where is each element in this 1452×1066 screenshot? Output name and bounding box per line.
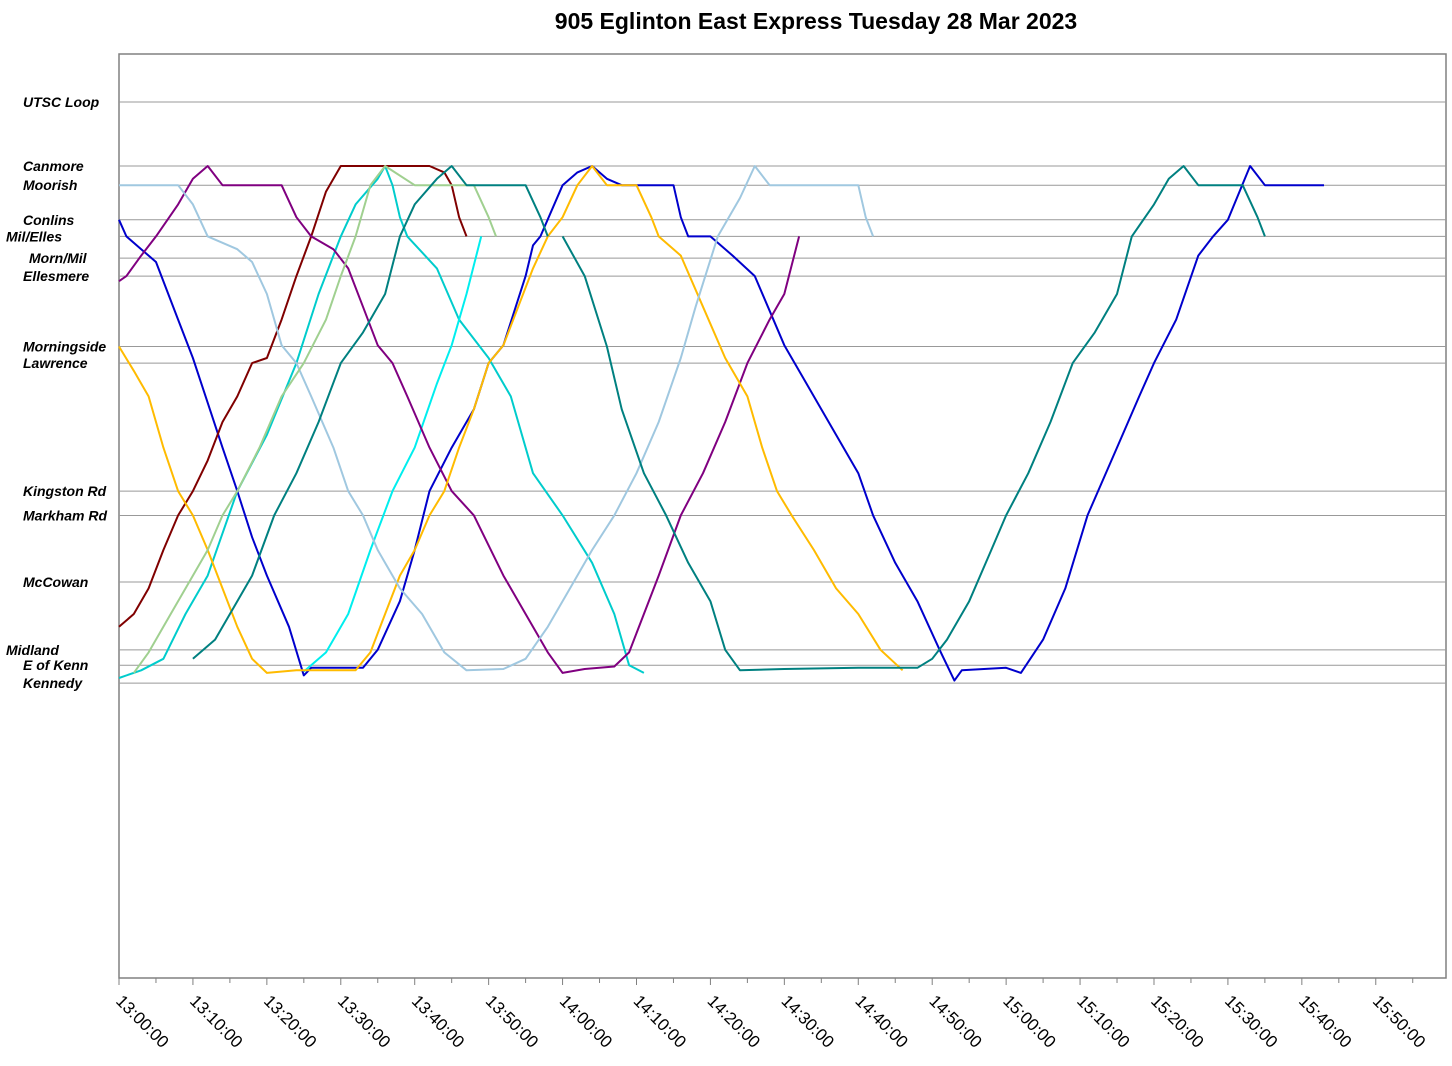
x-tick-label: 14:40:00 bbox=[851, 991, 911, 1051]
x-tick-label: 15:20:00 bbox=[1147, 991, 1207, 1051]
x-tick-label: 13:40:00 bbox=[408, 991, 468, 1051]
x-tick-label: 14:30:00 bbox=[778, 991, 838, 1051]
series-line-9 bbox=[561, 165, 1266, 672]
series-line-2 bbox=[303, 236, 483, 673]
stop-label: Moorish bbox=[23, 177, 77, 193]
x-tick-label: 15:50:00 bbox=[1369, 991, 1429, 1051]
series-line-8 bbox=[192, 165, 549, 660]
x-tick-label: 13:20:00 bbox=[260, 991, 320, 1051]
x-tick-label: 15:40:00 bbox=[1295, 991, 1355, 1051]
x-tick-label: 15:00:00 bbox=[999, 991, 1059, 1051]
series-line-3 bbox=[118, 165, 468, 628]
x-axis-ticks: 13:00:00 13:10:00 13:20:00 13:30:00 13:40:00… bbox=[112, 978, 1429, 1052]
plot-area bbox=[118, 53, 1447, 979]
stop-label: Midland bbox=[6, 642, 59, 658]
stop-label: Ellesmere bbox=[23, 268, 89, 284]
stop-label: E of Kenn bbox=[23, 657, 88, 673]
stop-label: Canmore bbox=[23, 158, 84, 174]
stop-label: Morningside bbox=[23, 338, 106, 354]
stop-label: Kennedy bbox=[23, 675, 83, 691]
series-line-6 bbox=[119, 165, 875, 672]
stop-label: McCowan bbox=[23, 574, 88, 590]
x-tick-label: 13:00:00 bbox=[112, 991, 172, 1051]
stop-label: Lawrence bbox=[23, 355, 88, 371]
series-line-4 bbox=[118, 165, 801, 674]
stop-label: Kingston Rd bbox=[23, 483, 107, 499]
x-tick-label: 14:50:00 bbox=[925, 991, 985, 1051]
x-tick-label: 14:10:00 bbox=[630, 991, 690, 1051]
stop-label: Conlins bbox=[23, 212, 75, 228]
x-tick-label: 13:50:00 bbox=[482, 991, 542, 1051]
x-tick-label: 13:10:00 bbox=[186, 991, 246, 1051]
stop-label: Markham Rd bbox=[23, 507, 107, 523]
series-line-5 bbox=[118, 165, 904, 674]
x-tick-label: 15:30:00 bbox=[1221, 991, 1281, 1051]
stop-label: Morn/Mil bbox=[29, 250, 88, 266]
x-tick-label: 14:20:00 bbox=[704, 991, 764, 1051]
stop-label: Mil/Elles bbox=[6, 228, 62, 244]
stop-label: UTSC Loop bbox=[23, 94, 100, 110]
x-tick-label: 15:10:00 bbox=[1073, 991, 1133, 1051]
x-tick-label: 14:00:00 bbox=[556, 991, 616, 1051]
series-line-0 bbox=[118, 165, 1324, 682]
series-line-7 bbox=[132, 165, 497, 674]
x-tick-label: 13:30:00 bbox=[334, 991, 394, 1051]
chart-title: 905 Eglinton East Express Tuesday 28 Mar… bbox=[554, 8, 1078, 34]
series-lines bbox=[118, 165, 1324, 682]
